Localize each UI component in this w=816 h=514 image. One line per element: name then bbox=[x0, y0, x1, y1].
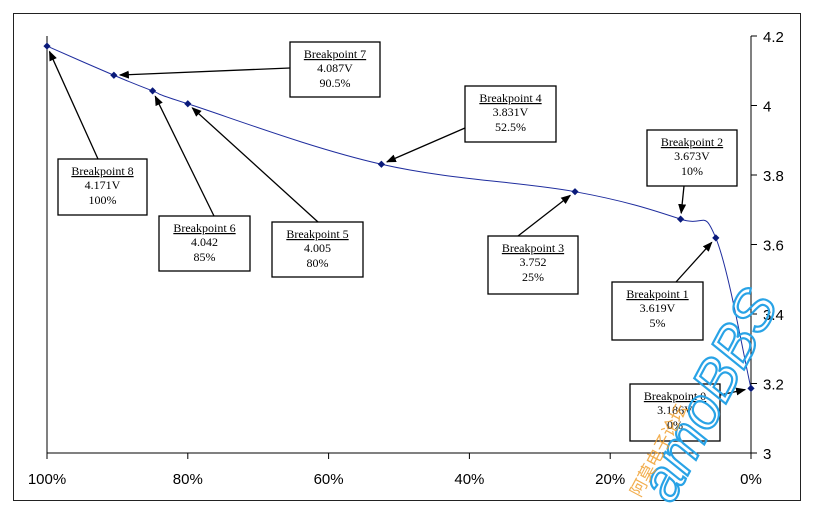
callout-voltage: 4.171V bbox=[85, 178, 121, 192]
y-tick-label: 3.2 bbox=[763, 377, 784, 394]
callout-percent: 85% bbox=[194, 250, 216, 264]
callout-box bbox=[289, 41, 381, 98]
x-tick-label: 60% bbox=[314, 471, 344, 488]
callout-voltage: 4.042 bbox=[191, 235, 218, 249]
data-point-marker bbox=[712, 234, 720, 242]
callout-percent: 0% bbox=[667, 418, 683, 432]
x-tick-label: 40% bbox=[454, 471, 484, 488]
callout-voltage: 3.673V bbox=[674, 149, 710, 163]
data-point-marker bbox=[747, 384, 755, 392]
data-point-marker bbox=[377, 160, 385, 168]
y-tick-label: 3 bbox=[763, 446, 771, 463]
callout-box bbox=[487, 235, 579, 295]
callout-box bbox=[464, 85, 557, 143]
callout-box bbox=[57, 158, 148, 216]
callout-percent: 5% bbox=[650, 316, 666, 330]
y-tick-label: 4.2 bbox=[763, 29, 784, 46]
callout-title: Breakpoint 4 bbox=[479, 91, 541, 105]
data-point-marker bbox=[110, 71, 118, 79]
callout-title: Breakpoint 0 bbox=[644, 389, 706, 403]
x-tick-label: 80% bbox=[173, 471, 203, 488]
callout-voltage: 3.186V bbox=[657, 403, 693, 417]
callout-arrow bbox=[154, 95, 215, 217]
callout-title: Breakpoint 6 bbox=[173, 221, 235, 235]
x-tick-label: 0% bbox=[740, 471, 762, 488]
callout-arrow bbox=[191, 107, 319, 223]
callout-arrow bbox=[48, 50, 99, 160]
callout-title: Breakpoint 2 bbox=[661, 135, 723, 149]
x-tick-label: 100% bbox=[28, 471, 66, 488]
y-tick-label: 3.4 bbox=[763, 307, 784, 324]
callout-percent: 52.5% bbox=[495, 120, 526, 134]
callout-percent: 10% bbox=[681, 164, 703, 178]
callout-arrow bbox=[678, 185, 687, 215]
callout-voltage: 3.752 bbox=[520, 255, 547, 269]
callout-percent: 90.5% bbox=[320, 76, 351, 90]
callout-title: Breakpoint 8 bbox=[71, 164, 133, 178]
y-tick-label: 3.6 bbox=[763, 238, 784, 255]
data-point-marker bbox=[677, 215, 685, 223]
callout-arrow bbox=[385, 127, 466, 163]
callout-box bbox=[271, 221, 364, 278]
data-point-marker bbox=[149, 87, 157, 95]
callout-box bbox=[629, 383, 721, 442]
data-point-marker bbox=[43, 42, 51, 50]
callout-arrow bbox=[517, 194, 572, 237]
data-point-marker bbox=[571, 188, 579, 196]
y-tick-label: 4 bbox=[763, 99, 771, 116]
callout-voltage: 3.619V bbox=[640, 301, 676, 315]
y-tick-label: 3.8 bbox=[763, 168, 784, 185]
callout-percent: 100% bbox=[89, 193, 117, 207]
callout-box bbox=[158, 215, 251, 272]
x-tick-label: 20% bbox=[595, 471, 625, 488]
callout-title: Breakpoint 3 bbox=[502, 241, 564, 255]
callout-box bbox=[611, 281, 704, 341]
callout-title: Breakpoint 5 bbox=[286, 227, 348, 241]
discharge-curve-line bbox=[46, 45, 752, 389]
callout-percent: 25% bbox=[522, 270, 544, 284]
callout-percent: 80% bbox=[307, 256, 329, 270]
callout-voltage: 4.087V bbox=[317, 61, 353, 75]
callout-title: Breakpoint 1 bbox=[626, 287, 688, 301]
callout-box bbox=[646, 129, 738, 187]
callout-voltage: 3.831V bbox=[493, 105, 529, 119]
callout-title: Breakpoint 7 bbox=[304, 47, 366, 61]
callout-voltage: 4.005 bbox=[304, 241, 331, 255]
data-point-marker bbox=[184, 100, 192, 108]
callout-arrow bbox=[118, 67, 291, 79]
callout-arrow bbox=[675, 241, 713, 283]
